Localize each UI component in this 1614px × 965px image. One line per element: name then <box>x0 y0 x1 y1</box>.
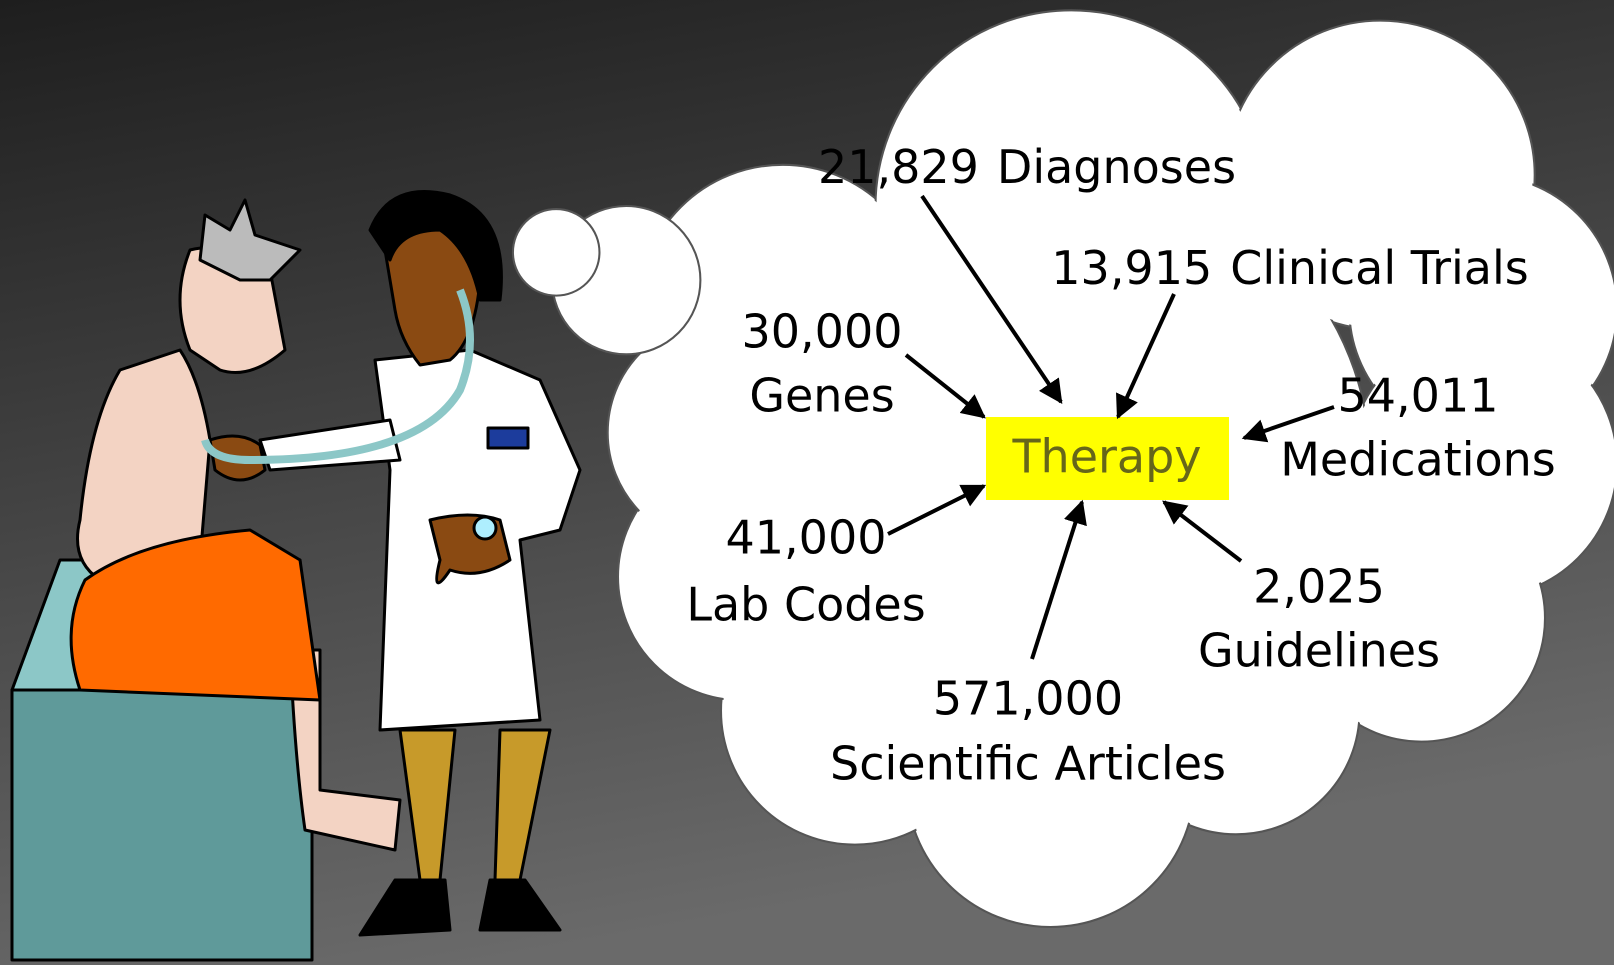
source-name: Scientific Articles <box>830 737 1226 791</box>
source-name: Clinical Trials <box>1230 241 1528 295</box>
source-count: 21,829 <box>818 140 979 194</box>
source-count: 54,011 <box>1338 369 1499 423</box>
source-name: Lab Codes <box>686 578 925 632</box>
source-label: 13,915 Clinical Trials <box>1051 241 1528 295</box>
source-count: 30,000 <box>742 305 903 359</box>
source-name: Medications <box>1280 433 1556 487</box>
source-count: 2,025 <box>1253 560 1385 614</box>
source-name: Genes <box>749 369 894 423</box>
therapy-label: Therapy <box>1011 430 1201 484</box>
source-label: 21,829 Diagnoses <box>818 140 1236 194</box>
slide: Therapy 21,829 Diagnoses 13,915 Clinical Tri… <box>0 0 1614 965</box>
source-count: 571,000 <box>933 672 1123 726</box>
source-count: 13,915 <box>1051 241 1212 295</box>
source-count: 41,000 <box>726 511 887 565</box>
source-name: Guidelines <box>1198 624 1440 678</box>
source-name: Diagnoses <box>997 140 1236 194</box>
